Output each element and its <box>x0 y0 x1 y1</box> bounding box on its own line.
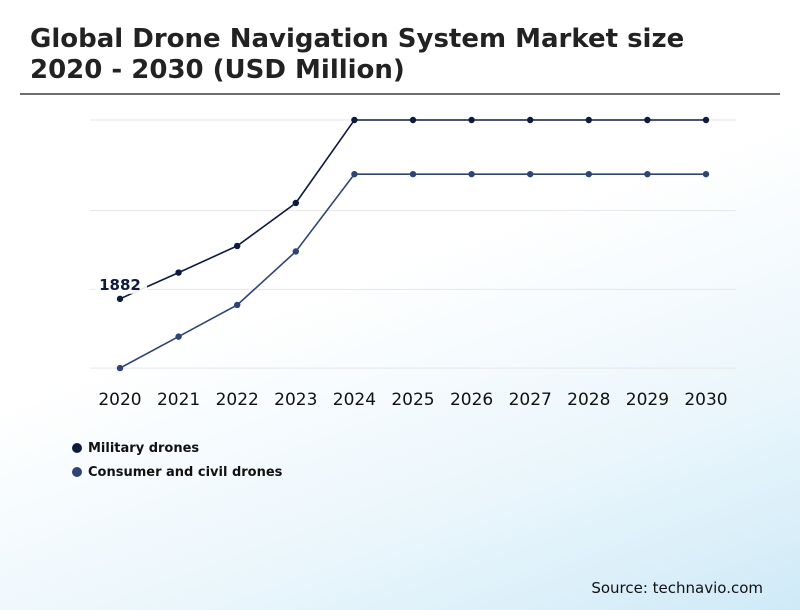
x-tick-label-2028: 2028 <box>567 390 610 410</box>
data-point-military-2024[interactable] <box>351 116 358 124</box>
source-credit: Source: technavio.com <box>591 579 763 597</box>
data-point-military-2029[interactable] <box>644 116 651 124</box>
data-point-consumer-2029[interactable] <box>644 170 651 178</box>
data-point-military-2023[interactable] <box>292 199 299 207</box>
data-point-military-2025[interactable] <box>409 116 417 124</box>
data-point-consumer-2021[interactable] <box>175 333 182 340</box>
x-tick-label-2022: 2022 <box>216 390 259 410</box>
legend-item-military[interactable]: Military drones <box>72 436 282 460</box>
data-point-military-2022[interactable] <box>234 242 241 250</box>
title-divider <box>20 93 780 95</box>
data-label-bg-0 <box>95 273 147 294</box>
x-tick-label-2020: 2020 <box>98 390 141 410</box>
data-point-consumer-2024[interactable] <box>351 170 358 178</box>
data-point-military-2026[interactable] <box>468 116 475 124</box>
x-tick-label-2026: 2026 <box>450 390 493 410</box>
x-tick-label-2024: 2024 <box>333 390 376 410</box>
legend-marker-military <box>72 443 82 453</box>
x-tick-label-2029: 2029 <box>626 390 669 410</box>
data-point-consumer-2025[interactable] <box>409 170 417 178</box>
data-point-consumer-2020[interactable] <box>116 364 124 372</box>
data-point-military-2030[interactable] <box>702 116 710 124</box>
data-point-consumer-2023[interactable] <box>292 248 299 255</box>
series-line-consumer <box>119 173 706 369</box>
chart-title: Global Drone Navigation System Market si… <box>30 24 685 85</box>
data-point-consumer-2030[interactable] <box>702 170 710 178</box>
x-tick-label-2023: 2023 <box>274 390 317 410</box>
data-point-military-2021[interactable] <box>175 269 182 276</box>
data-point-military-2027[interactable] <box>527 116 534 124</box>
tick-labels: 2020 2021 2022 2023 2024 2025 2026 2027 2028 2029… <box>95 273 728 410</box>
legend-item-consumer[interactable]: Consumer and civil drones <box>72 460 282 484</box>
x-tick-label-2027: 2027 <box>509 390 552 410</box>
data-points <box>116 116 710 372</box>
series-line-military <box>119 119 706 300</box>
data-point-consumer-2026[interactable] <box>468 170 475 178</box>
data-point-consumer-2027[interactable] <box>527 170 534 178</box>
data-point-military-2020[interactable] <box>116 295 124 303</box>
series-lines <box>119 119 706 369</box>
legend: Military drones Consumer and civil drone… <box>72 436 282 484</box>
legend-marker-consumer <box>72 467 82 477</box>
gridlines <box>90 119 736 369</box>
data-label-1882: 1882 <box>99 276 141 294</box>
legend-label-military: Military drones <box>88 440 200 456</box>
x-tick-label-2030: 2030 <box>684 390 727 410</box>
x-tick-label-2025: 2025 <box>391 390 434 410</box>
data-point-consumer-2028[interactable] <box>585 170 592 178</box>
x-tick-label-2021: 2021 <box>157 390 200 410</box>
legend-label-consumer: Consumer and civil drones <box>88 464 283 480</box>
data-point-military-2028[interactable] <box>585 116 592 124</box>
data-point-consumer-2022[interactable] <box>234 301 241 309</box>
